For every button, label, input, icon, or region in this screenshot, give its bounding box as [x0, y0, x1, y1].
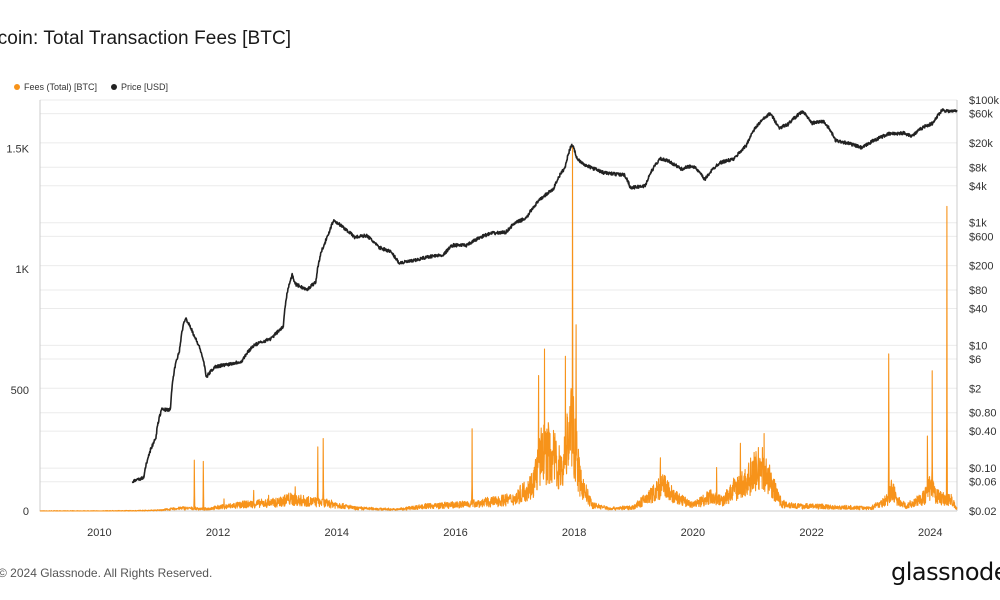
x-tick-label: 2018: [562, 527, 586, 539]
y-right-tick-label: $600: [969, 231, 993, 243]
y-right-tick-label: $10: [969, 340, 987, 352]
y-right-tick-label: $0.40: [969, 426, 997, 438]
x-tick-label: 2024: [918, 527, 942, 539]
x-tick-label: 2020: [681, 527, 705, 539]
y-axis-right: $0.02 $0.06 $0.10 $0.40 $0.80 $2 $6 $10 $40 $80 $2…: [969, 95, 999, 518]
y-right-tick-label: $20k: [969, 138, 993, 150]
x-tick-label: 2010: [87, 527, 111, 539]
y-left-tick-label: 1.5K: [6, 143, 29, 155]
y-left-tick-label: 500: [11, 385, 29, 397]
glassnode-logo: glassnode: [890, 558, 1000, 586]
y-right-tick-label: $0.10: [969, 463, 997, 475]
legend-label-price: Price [USD]: [121, 82, 169, 92]
y-right-tick-label: $200: [969, 261, 993, 273]
y-right-tick-label: $0.80: [969, 408, 997, 420]
x-tick-label: 2014: [325, 527, 349, 539]
y-right-tick-label: $100k: [969, 95, 999, 107]
legend-item-fees[interactable]: Fees (Total) [BTC]: [14, 82, 97, 92]
y-right-tick-label: $0.02: [969, 506, 997, 518]
legend-label-fees: Fees (Total) [BTC]: [24, 82, 98, 92]
fees-legend-dot: [14, 84, 20, 90]
x-tick-label: 2012: [206, 527, 230, 539]
legend: Fees (Total) [BTC] Price [USD]: [14, 82, 168, 92]
y-right-tick-label: $2: [969, 383, 981, 395]
x-tick-label: 2016: [443, 527, 467, 539]
copyright-footer: © 2024 Glassnode. All Rights Reserved.: [0, 566, 213, 580]
chart-title: itcoin: Total Transaction Fees [BTC]: [0, 28, 292, 49]
y-right-tick-label: $60k: [969, 109, 993, 121]
grid-lines: [39, 99, 958, 512]
y-right-tick-label: $40: [969, 303, 987, 315]
price-series-line: [131, 108, 958, 484]
y-right-tick-label: $80: [969, 285, 987, 297]
price-legend-dot: [111, 84, 118, 90]
y-right-tick-label: $0.06: [969, 477, 997, 489]
x-tick-label: 2022: [799, 527, 823, 539]
y-right-tick-label: $6: [969, 354, 981, 366]
y-axis-left: 0 500 1K 1.5K: [6, 143, 29, 518]
y-right-tick-label: $4k: [969, 181, 987, 193]
x-axis: 2010 2012 2014 2016 2018 2020 2022 2024: [87, 527, 942, 539]
legend-item-price[interactable]: Price [USD]: [111, 82, 168, 92]
y-right-tick-label: $1k: [969, 218, 987, 230]
fees-series-line: [39, 145, 958, 512]
y-left-tick-label: 0: [23, 506, 29, 518]
series-layer: [39, 108, 958, 512]
y-right-tick-label: $8k: [969, 162, 987, 174]
y-left-tick-label: 1K: [16, 264, 30, 276]
